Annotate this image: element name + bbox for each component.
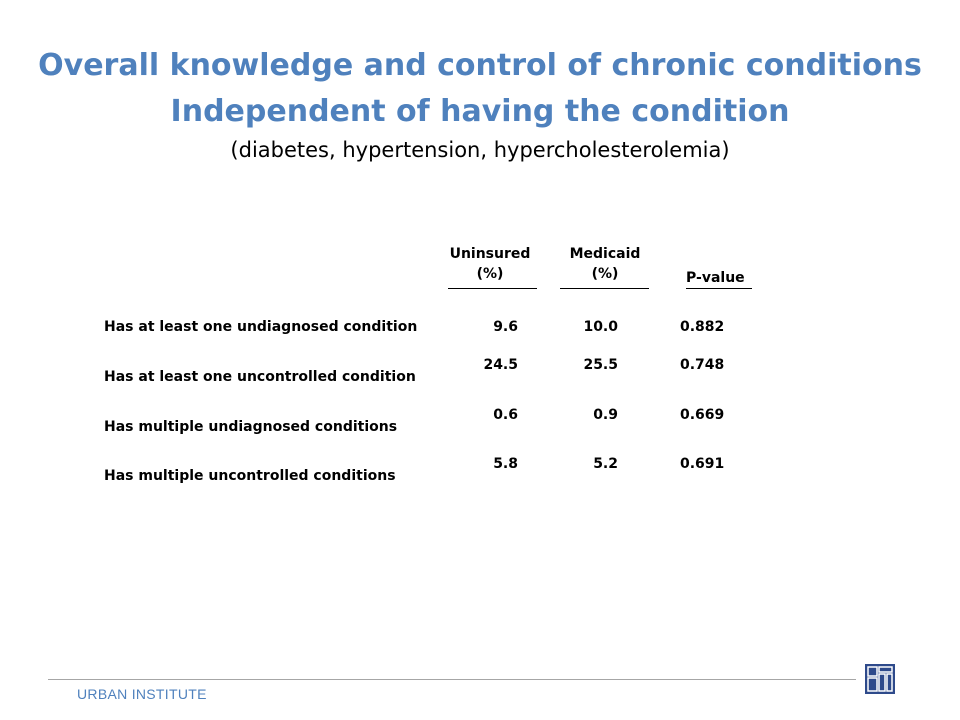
row-label: Has multiple uncontrolled conditions: [104, 468, 396, 484]
footer-organization: URBAN INSTITUTE: [77, 686, 207, 702]
header-uninsured-label: Uninsured: [449, 246, 531, 262]
header-uninsured: Uninsured (%): [440, 244, 540, 284]
pvalue-value: 0.691: [680, 456, 725, 472]
footer-divider: [48, 679, 856, 680]
uninsured-value: 24.5: [483, 357, 518, 373]
medicaid-value: 5.2: [593, 456, 618, 472]
medicaid-value: 10.0: [583, 319, 618, 335]
header-uninsured-unit: (%): [476, 266, 504, 282]
header-medicaid-underline: [560, 288, 649, 289]
urban-institute-logo-icon: [865, 664, 895, 694]
row-label: Has multiple undiagnosed conditions: [104, 419, 398, 435]
header-pvalue-underline: [686, 288, 752, 289]
slide-title-line1: Overall knowledge and control of chronic…: [38, 48, 922, 83]
slide-title-line2: Independent of having the condition: [170, 94, 790, 129]
header-uninsured-underline: [448, 288, 537, 289]
pvalue-value: 0.669: [680, 407, 725, 423]
header-medicaid: Medicaid (%): [555, 244, 655, 284]
header-pvalue: P-value: [686, 270, 745, 286]
pvalue-value: 0.882: [680, 319, 725, 335]
header-medicaid-unit: (%): [591, 266, 619, 282]
pvalue-value: 0.748: [680, 357, 725, 373]
row-label: Has at least one undiagnosed condition: [104, 319, 418, 335]
uninsured-value: 9.6: [493, 319, 518, 335]
header-medicaid-label: Medicaid: [569, 246, 641, 262]
uninsured-value: 5.8: [493, 456, 518, 472]
uninsured-value: 0.6: [493, 407, 518, 423]
row-label: Has at least one uncontrolled condition: [104, 369, 416, 385]
medicaid-value: 0.9: [593, 407, 618, 423]
slide-subtitle: (diabetes, hypertension, hypercholestero…: [230, 138, 730, 162]
medicaid-value: 25.5: [583, 357, 618, 373]
